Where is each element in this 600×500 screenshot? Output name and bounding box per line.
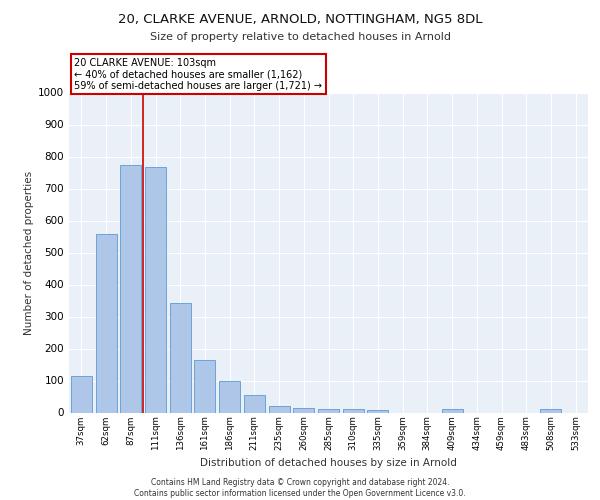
Bar [95, 234, 116, 412]
Bar [367, 410, 388, 412]
Bar [269, 406, 290, 412]
Bar [318, 408, 339, 412]
Y-axis label: Number of detached properties: Number of detached properties [24, 170, 34, 334]
Text: 20, CLARKE AVENUE, ARNOLD, NOTTINGHAM, NG5 8DL: 20, CLARKE AVENUE, ARNOLD, NOTTINGHAM, N… [118, 12, 482, 26]
X-axis label: Distribution of detached houses by size in Arnold: Distribution of detached houses by size … [200, 458, 457, 468]
Bar [145, 166, 166, 412]
Bar [219, 381, 240, 412]
Bar [194, 360, 215, 412]
Bar [71, 376, 92, 412]
Bar [244, 395, 265, 412]
Text: Contains HM Land Registry data © Crown copyright and database right 2024.
Contai: Contains HM Land Registry data © Crown c… [134, 478, 466, 498]
Text: 20 CLARKE AVENUE: 103sqm
← 40% of detached houses are smaller (1,162)
59% of sem: 20 CLARKE AVENUE: 103sqm ← 40% of detach… [74, 58, 322, 91]
Bar [541, 410, 562, 412]
Bar [442, 410, 463, 412]
Bar [343, 408, 364, 412]
Bar [120, 164, 141, 412]
Text: Size of property relative to detached houses in Arnold: Size of property relative to detached ho… [149, 32, 451, 42]
Bar [170, 302, 191, 412]
Bar [293, 408, 314, 412]
